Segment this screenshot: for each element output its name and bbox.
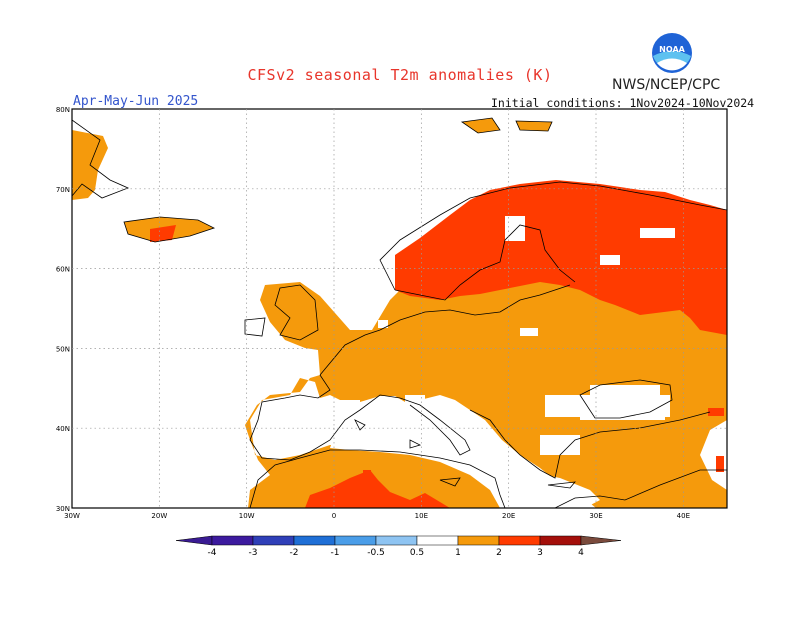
colorbar-segment [498,535,541,546]
graticule [72,109,727,508]
colorbar-label: -0.5 [367,548,385,558]
lat-tick-label: 50N [56,345,70,353]
lat-tick-label: 60N [56,266,70,274]
lon-tick-label: 10W [239,512,255,520]
colorbar-segment [539,535,582,546]
mediterranean-gap [330,412,600,508]
colorbar-label: -3 [249,548,258,558]
colorbar-label: 4 [578,548,584,558]
map-frame [71,108,728,509]
colorbar-label: -4 [208,548,217,558]
iceland-red-field [150,225,176,242]
lat-tick-label: 70N [56,186,70,194]
lat-tick-label: 30N [56,505,70,513]
initial-conditions-label: Initial conditions: 1Nov2024-10Nov2024 [491,96,755,110]
colorbar-label: 2 [496,548,502,558]
organization-label: NWS/NCEP/CPC [612,77,721,93]
lon-tick-label: 20W [151,512,167,520]
lon-tick-label: 30E [589,512,602,520]
colorbar-label: 1 [455,548,461,558]
colorbar-label: -1 [331,548,340,558]
colorbar-segment [375,535,418,546]
colorbar-low-arrow [175,535,213,546]
lat-tick-label: 40N [56,425,70,433]
longitude-labels: 30W 20W 10W 0 10E 20E 30E 40E [64,512,690,520]
colorbar-segment [457,535,500,546]
noaa-logo-text: NOAA [659,45,685,54]
middle-east-red-patch-2 [716,456,724,472]
lon-tick-label: 40E [677,512,690,520]
north-africa-red-patch [363,470,371,478]
lat-tick-label: 80N [56,106,70,114]
lon-tick-label: 20E [502,512,515,520]
colorbar-high-arrow [580,535,622,546]
colorbar-segment [334,535,377,546]
coastlines [72,117,727,508]
colorbar-label: 3 [537,548,543,558]
colorbar-segment [252,535,295,546]
north-africa-red-field [305,470,450,508]
map-title: CFSv2 seasonal T2m anomalies (K) [247,66,553,84]
middle-east-red-patch [708,408,724,416]
latitude-labels: 80N 70N 60N 50N 40N 30N [56,106,70,513]
europe-orange-field [245,250,727,508]
lon-tick-label: 10E [415,512,428,520]
season-label: Apr-May-Jun 2025 [73,94,199,109]
colorbar-segment [211,535,254,546]
noaa-logo: NOAA [652,33,692,73]
color-bar: -4 -3 -2 -1 -0.5 0.5 1 2 3 4 [175,535,622,558]
colorbar-segment [293,535,336,546]
colorbar-label: -2 [290,548,299,558]
scandinavia-red-field [395,180,727,335]
colorbar-label: 0.5 [410,548,424,558]
black-sea-gap [580,395,665,420]
lon-tick-label: 0 [332,512,336,520]
lon-tick-label: 30W [64,512,80,520]
colorbar-segment [416,535,459,546]
anomaly-fields [72,118,727,508]
